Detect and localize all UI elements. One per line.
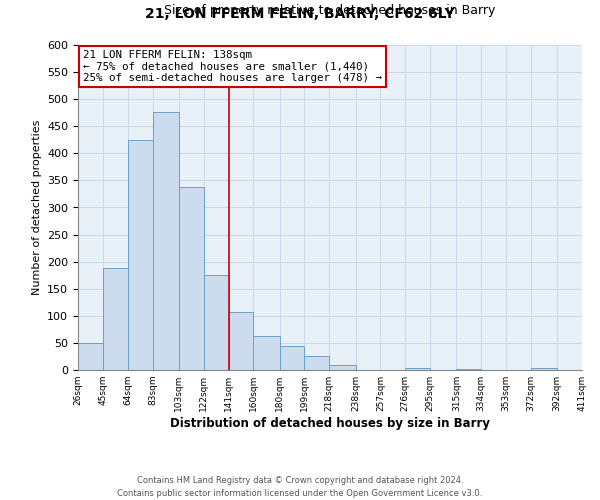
Bar [103, 268, 128, 370]
Bar [280, 346, 304, 370]
Title: Size of property relative to detached houses in Barry: Size of property relative to detached ho… [164, 4, 496, 18]
Bar [128, 140, 152, 370]
Text: 21, LON FFERM FELIN, BARRY, CF62 6LY: 21, LON FFERM FELIN, BARRY, CF62 6LY [145, 8, 455, 22]
Bar [405, 368, 430, 370]
Bar [304, 356, 329, 370]
Text: Contains HM Land Registry data © Crown copyright and database right 2024.
Contai: Contains HM Land Registry data © Crown c… [118, 476, 482, 498]
Bar [78, 343, 103, 370]
Y-axis label: Number of detached properties: Number of detached properties [32, 120, 41, 295]
Bar [329, 364, 356, 370]
Text: 21 LON FFERM FELIN: 138sqm
← 75% of detached houses are smaller (1,440)
25% of s: 21 LON FFERM FELIN: 138sqm ← 75% of deta… [83, 50, 382, 83]
X-axis label: Distribution of detached houses by size in Barry: Distribution of detached houses by size … [170, 417, 490, 430]
Bar [457, 369, 481, 370]
Bar [229, 312, 253, 370]
Bar [531, 368, 557, 370]
Bar [152, 112, 179, 370]
Bar [203, 275, 229, 370]
Bar [253, 336, 280, 370]
Bar [179, 187, 203, 370]
